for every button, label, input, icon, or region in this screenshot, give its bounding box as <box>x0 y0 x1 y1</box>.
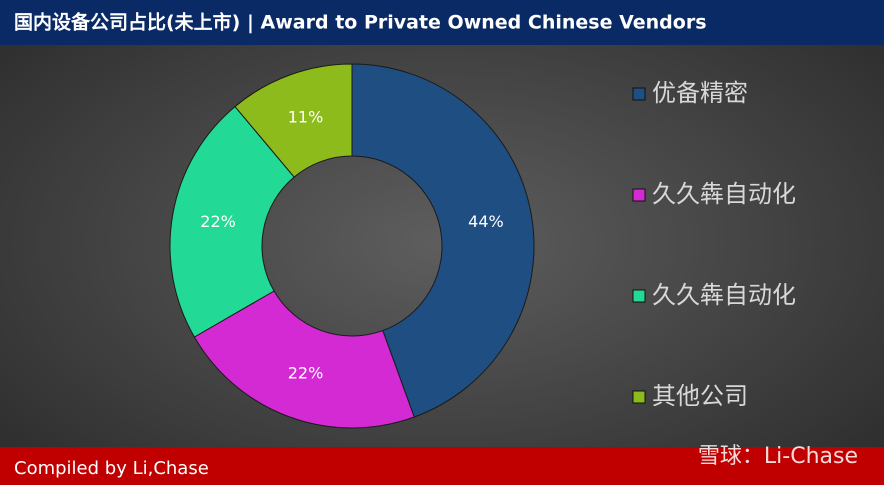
chart-title: 国内设备公司占比(未上市) | Award to Private Owned C… <box>14 11 707 34</box>
source: Compiled by Li,Chase <box>14 458 209 479</box>
legend-swatch <box>632 87 646 101</box>
legend-label: 久久犇自动化 <box>652 281 796 309</box>
title-bar <box>0 0 884 45</box>
legend-label: 久久犇自动化 <box>652 180 796 208</box>
data-label: 44% <box>468 212 504 231</box>
watermark: 雪球：Li-Chase <box>698 444 858 469</box>
donut-slice <box>169 105 295 338</box>
legend-label: 其他公司 <box>652 382 748 410</box>
donut-slice <box>351 63 535 418</box>
legend-swatch <box>632 390 646 404</box>
donut-slice <box>193 290 415 429</box>
footer-bar <box>0 447 884 485</box>
legend-label: 优备精密 <box>652 79 748 107</box>
donut-slice <box>234 63 353 178</box>
data-label: 11% <box>288 108 324 127</box>
legend-swatch <box>632 289 646 303</box>
legend-swatch <box>632 188 646 202</box>
data-label: 22% <box>288 363 324 382</box>
data-label: 22% <box>200 212 236 231</box>
